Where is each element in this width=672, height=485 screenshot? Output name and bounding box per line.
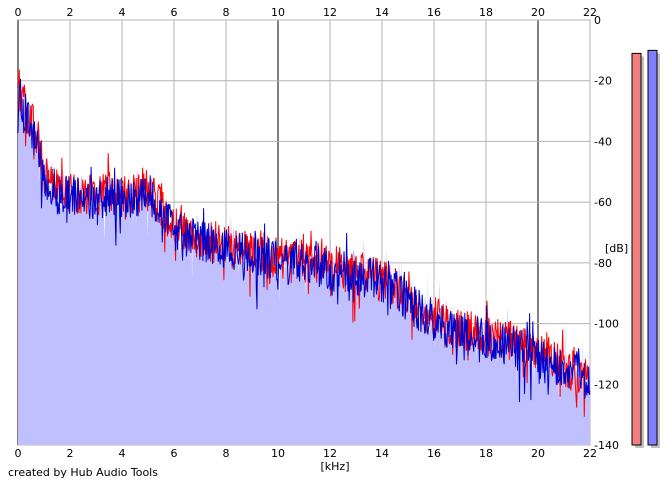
series-line-2 (17, 78, 591, 403)
level-meter-bar (631, 52, 642, 446)
y-axis-label: [dB] (605, 242, 628, 255)
y-tick-label: -120 (594, 378, 619, 391)
x-tick-label-top: 4 (119, 6, 126, 19)
x-tick-label-bottom: 10 (271, 447, 285, 460)
x-tick-label-top: 16 (427, 6, 441, 19)
y-tick-label: -100 (594, 318, 619, 331)
x-tick-label-bottom: 16 (427, 447, 441, 460)
series-lines (17, 69, 591, 417)
x-tick-label-bottom: 8 (223, 447, 230, 460)
x-tick-label-top: 18 (479, 6, 493, 19)
y-tick-label: -60 (594, 196, 612, 209)
x-tick-label-top: 8 (223, 6, 230, 19)
x-tick-label-top: 22 (583, 6, 597, 19)
x-tick-label-top: 0 (15, 6, 22, 19)
x-tick-label-top: 10 (271, 6, 285, 19)
x-tick-label-bottom: 20 (531, 447, 545, 460)
x-tick-label-top: 12 (323, 6, 337, 19)
x-tick-label-bottom: 14 (375, 447, 389, 460)
spectrum-envelope (18, 80, 590, 445)
y-tick-label: -80 (594, 257, 612, 270)
x-axis-label: [kHz] (321, 460, 350, 473)
x-tick-label-bottom: 12 (323, 447, 337, 460)
y-tick-label: -40 (594, 135, 612, 148)
x-tick-label-top: 14 (375, 6, 389, 19)
x-axis-bottom: 0 2 4 6 8 10 12 14 16 18 20 22 (15, 447, 598, 460)
level-meter-bar (647, 49, 658, 446)
footer-credit: created by Hub Audio Tools (8, 466, 158, 479)
y-tick-label: 0 (594, 14, 601, 27)
y-axis-right: 0 -20 -40 -60 -80 -100 -120 -140 (594, 14, 619, 452)
spectrum-fill (18, 80, 590, 445)
x-tick-label-bottom: 22 (583, 447, 597, 460)
y-tick-label: -20 (594, 75, 612, 88)
y-tick-label: -140 (594, 439, 619, 452)
x-tick-label-bottom: 6 (171, 447, 178, 460)
x-tick-label-bottom: 18 (479, 447, 493, 460)
x-tick-label-top: 2 (67, 6, 74, 19)
level-meters (631, 49, 660, 449)
x-tick-label-top: 6 (171, 6, 178, 19)
x-tick-label-top: 20 (531, 6, 545, 19)
x-tick-label-bottom: 4 (119, 447, 126, 460)
x-tick-label-bottom: 2 (67, 447, 74, 460)
x-tick-label-bottom: 0 (15, 447, 22, 460)
x-axis-top: 0 2 4 6 8 10 12 14 16 18 20 22 (15, 6, 598, 19)
